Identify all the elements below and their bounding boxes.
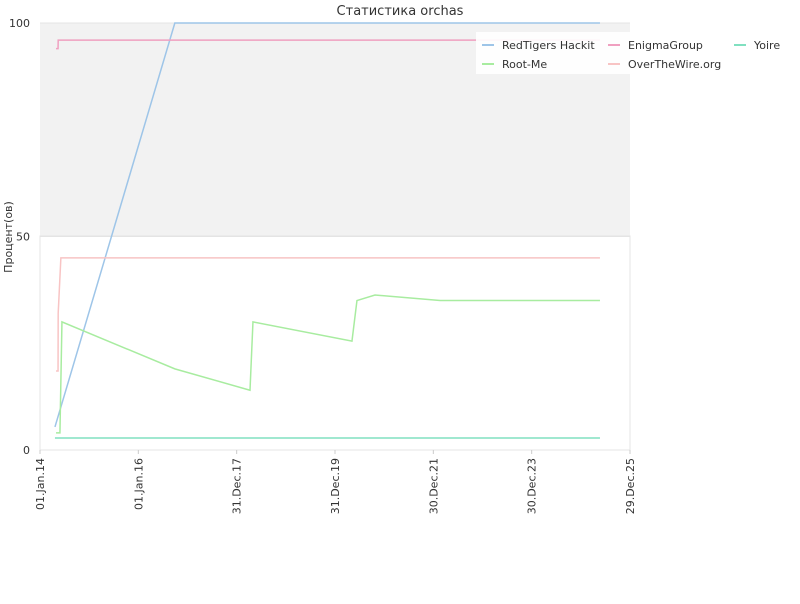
legend-label: Yoire bbox=[753, 39, 780, 52]
y-tick-label: 100 bbox=[9, 17, 30, 30]
y-axis-label: Процент(ов) bbox=[2, 201, 15, 273]
x-tick-label: 30.Dec.23 bbox=[526, 458, 539, 514]
series-line bbox=[56, 294, 600, 434]
series-line bbox=[56, 257, 600, 372]
series-line bbox=[56, 39, 600, 50]
x-tick-label: 01.Jan.14 bbox=[34, 458, 47, 510]
legend-label: Root-Me bbox=[502, 58, 547, 71]
x-tick-label: 31.Dec.19 bbox=[329, 458, 342, 514]
plot-band bbox=[39, 235, 631, 451]
x-tick-label: 01.Jan.16 bbox=[132, 458, 145, 510]
x-tick-label: 30.Dec.21 bbox=[427, 458, 440, 514]
legend-label: RedTigers Hackit bbox=[502, 39, 595, 52]
legend-box bbox=[476, 32, 800, 74]
legend-label: OverTheWire.org bbox=[628, 58, 721, 71]
chart-title: Статистика orchas bbox=[337, 4, 464, 19]
y-tick-label: 50 bbox=[16, 231, 30, 244]
series-line bbox=[54, 22, 600, 428]
x-tick-label: 29.Dec.25 bbox=[624, 458, 637, 514]
x-tick-label: 31.Dec.17 bbox=[231, 458, 244, 514]
y-tick-label: 0 bbox=[23, 444, 30, 457]
legend-label: EnigmaGroup bbox=[628, 39, 703, 52]
